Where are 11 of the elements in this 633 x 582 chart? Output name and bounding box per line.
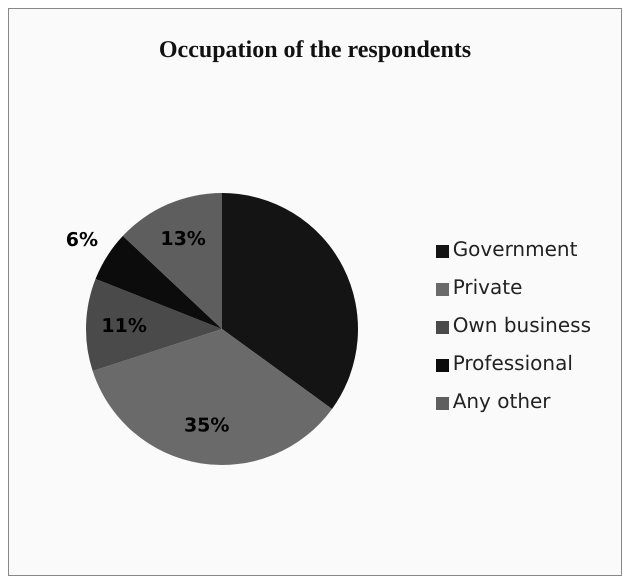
- legend-label: Professional: [452, 351, 573, 375]
- pie-slice: [86, 278, 222, 372]
- data-label: 11%: [101, 314, 147, 337]
- legend-label: Government: [452, 237, 578, 261]
- data-label: 13%: [160, 228, 206, 250]
- legend-label: Private: [452, 275, 522, 299]
- legend-label: Own business: [452, 313, 591, 337]
- legend-label: Any other: [452, 389, 551, 413]
- data-label: 35%: [184, 414, 230, 437]
- chart-title: Occupation of the respondents: [158, 37, 472, 64]
- data-label: 6%: [66, 229, 98, 252]
